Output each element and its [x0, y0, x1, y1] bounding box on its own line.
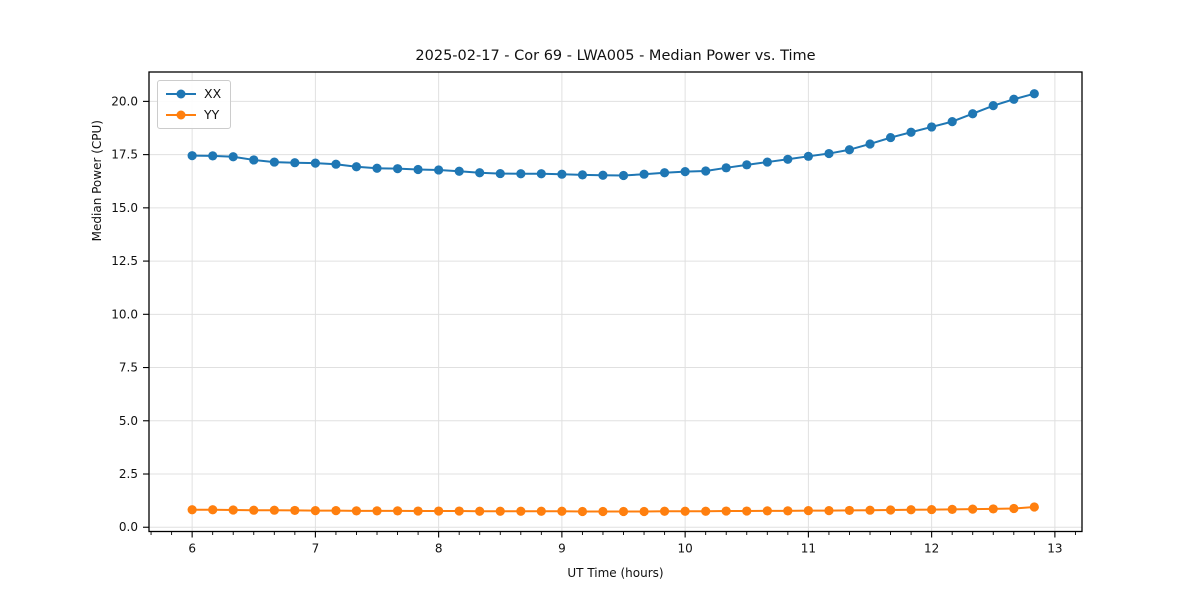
- svg-text:10.0: 10.0: [111, 307, 138, 321]
- series-yy: [187, 502, 1039, 517]
- legend-label-xx: XX: [204, 86, 222, 101]
- y-tick-labels: 0.0 2.5 5.0 7.5 10.0 12.5 15.0 17.5 20.0: [111, 94, 138, 534]
- y-axis-label-text: Median Power (CPU): [90, 120, 104, 242]
- legend: XX YY: [157, 80, 232, 129]
- svg-text:8: 8: [435, 542, 443, 556]
- legend-label-yy: YY: [204, 107, 220, 122]
- svg-text:5.0: 5.0: [119, 414, 138, 428]
- svg-text:20.0: 20.0: [111, 94, 138, 108]
- svg-text:9: 9: [558, 542, 566, 556]
- svg-text:0.0: 0.0: [119, 520, 138, 534]
- axes-frame: [148, 71, 1083, 533]
- svg-text:7: 7: [312, 542, 320, 556]
- svg-text:7.5: 7.5: [119, 361, 138, 375]
- gridlines: [149, 72, 1082, 532]
- svg-text:10: 10: [677, 542, 692, 556]
- legend-swatch-yy-icon: [166, 110, 196, 120]
- svg-text:15.0: 15.0: [111, 201, 138, 215]
- legend-swatch-xx-icon: [166, 89, 196, 99]
- legend-item-xx: XX: [165, 86, 221, 102]
- svg-text:12.5: 12.5: [111, 254, 138, 268]
- svg-text:2.5: 2.5: [119, 467, 138, 481]
- svg-text:13: 13: [1047, 542, 1062, 556]
- svg-text:12: 12: [924, 542, 939, 556]
- chart-title: 2025-02-17 - Cor 69 - LWA005 - Median Po…: [415, 48, 816, 64]
- x-tick-labels: 6 7 8 9 10 11 12 13: [188, 542, 1062, 556]
- series-xx: [187, 89, 1039, 181]
- x-axis-label: UT Time (hours): [567, 566, 664, 580]
- svg-text:11: 11: [801, 542, 816, 556]
- svg-text:17.5: 17.5: [111, 148, 138, 162]
- legend-item-yy: YY: [165, 107, 221, 123]
- svg-text:6: 6: [188, 542, 196, 556]
- axis-ticks: [143, 100, 1076, 538]
